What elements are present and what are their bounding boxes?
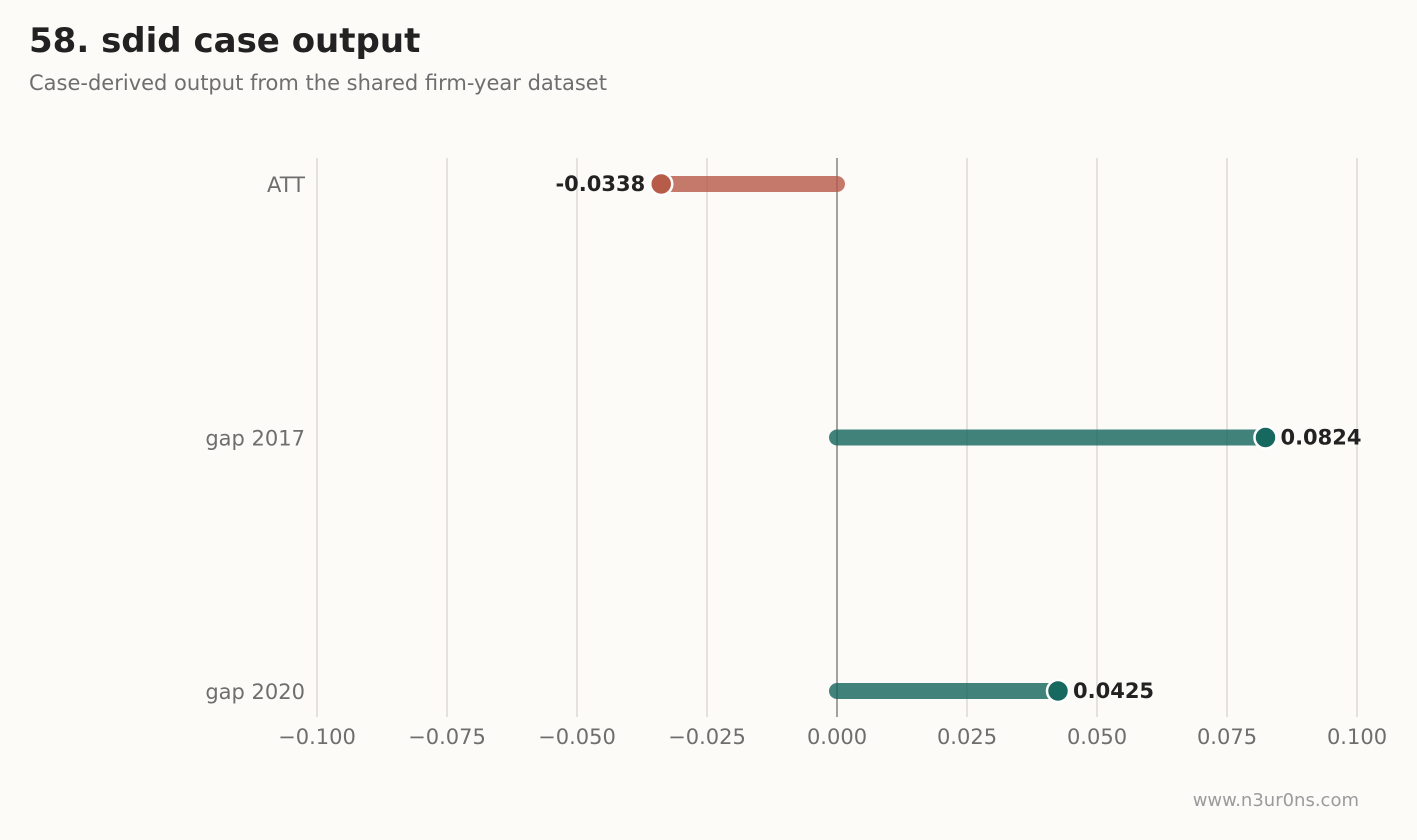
lollipop-dot <box>1045 678 1071 704</box>
label-layer: −0.100 −0.075 −0.050 −0.025 0.000 0.025 0.050 0… <box>205 172 1387 749</box>
value-label: 0.0425 <box>1073 679 1154 703</box>
x-tick-label: 0.050 <box>1067 725 1127 749</box>
y-category-label: gap 2017 <box>205 427 305 451</box>
value-label: 0.0824 <box>1280 426 1361 450</box>
x-tick-label: 0.075 <box>1197 725 1257 749</box>
bar-layer <box>648 171 1278 704</box>
chart-title: 58. sdid case output <box>29 21 421 61</box>
x-tick-label: −0.075 <box>408 725 486 749</box>
x-tick-label: 0.025 <box>937 725 997 749</box>
x-tick-label: 0.100 <box>1327 725 1387 749</box>
lollipop-dot <box>1253 425 1278 450</box>
x-tick-label: 0.000 <box>807 725 867 749</box>
y-category-label: ATT <box>267 173 305 197</box>
x-tick-label: −0.100 <box>278 725 356 749</box>
chart-subtitle: Case-derived output from the shared firm… <box>29 71 607 95</box>
value-label: -0.0338 <box>555 172 645 196</box>
lollipop-dot <box>648 171 674 197</box>
x-tick-label: −0.025 <box>668 725 746 749</box>
x-tick-label: −0.050 <box>538 725 616 749</box>
watermark: www.n3ur0ns.com <box>1192 790 1359 811</box>
y-category-label: gap 2020 <box>205 680 305 704</box>
